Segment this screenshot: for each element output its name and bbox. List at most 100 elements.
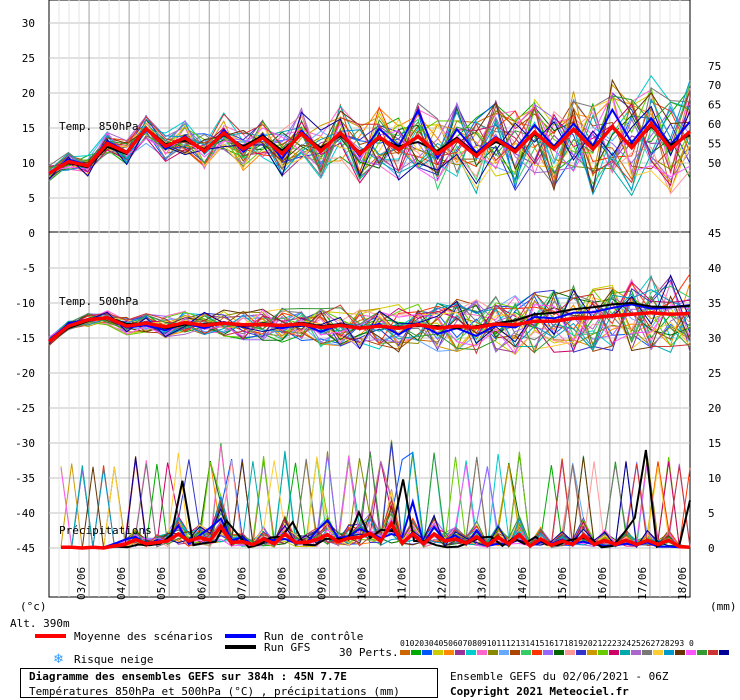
pert-swatch <box>697 650 707 655</box>
pert-swatch <box>686 650 696 655</box>
date-tick-label: 13/06 <box>476 567 489 600</box>
left-tick-label: 0 <box>28 227 35 240</box>
axis-labels: 302520151050-5-10-15-20-25-30-35-40-4575… <box>15 17 721 600</box>
left-tick-label: -20 <box>15 367 35 380</box>
precip-member-line <box>61 456 691 549</box>
chart-subtitle: Températures 850hPa et 500hPa (°C) , pré… <box>29 685 400 698</box>
date-tick-label: 15/06 <box>556 567 569 600</box>
right-tick-label: 55 <box>708 138 721 151</box>
t850-member-line <box>48 106 691 187</box>
pert-swatch <box>543 650 553 655</box>
t500-member-line <box>48 275 691 346</box>
pert-swatch <box>664 650 674 655</box>
date-tick-label: 04/06 <box>115 567 128 600</box>
t500-member-line <box>48 290 691 348</box>
precip-mean-line <box>61 520 691 550</box>
left-unit-label: (°c) <box>20 600 47 613</box>
right-tick-label: 30 <box>708 332 721 345</box>
panel-label-t850: Temp. 850hPa <box>59 120 138 133</box>
right-tick-label: 70 <box>708 79 721 92</box>
grid-lines <box>48 0 691 598</box>
pert-swatch <box>609 650 619 655</box>
pert-swatch <box>554 650 564 655</box>
left-tick-label: -40 <box>15 507 35 520</box>
pert-swatch <box>565 650 575 655</box>
altitude-label: Alt. 390m <box>10 617 70 630</box>
date-tick-label: 11/06 <box>396 567 409 600</box>
left-tick-label: 5 <box>28 192 35 205</box>
pert-swatch <box>631 650 641 655</box>
right-tick-label: 15 <box>708 437 721 450</box>
chart-title: Diagramme des ensembles GEFS sur 384h : … <box>29 670 347 683</box>
date-tick-label: 06/06 <box>195 567 208 600</box>
date-tick-label: 17/06 <box>636 567 649 600</box>
t500-member-line <box>48 284 691 353</box>
t500-member-line <box>48 292 691 355</box>
precip-member-line <box>60 451 691 549</box>
right-tick-label: 25 <box>708 367 721 380</box>
right-tick-label: 35 <box>708 297 721 310</box>
main-series <box>47 107 692 550</box>
left-tick-label: 10 <box>22 157 35 170</box>
pert-swatch <box>455 650 465 655</box>
pert-swatch <box>587 650 597 655</box>
right-tick-label: 45 <box>708 227 721 240</box>
precip-member-line <box>60 452 691 549</box>
date-tick-label: 16/06 <box>596 567 609 600</box>
pert-swatch <box>642 650 652 655</box>
panel-label-t500: Temp. 500hPa <box>59 295 138 308</box>
legend-label-perts: 30 Perts. <box>339 646 399 659</box>
date-tick-label: 10/06 <box>356 567 369 600</box>
right-tick-label: 5 <box>708 507 715 520</box>
legend-label-mean: Moyenne des scénarios <box>74 630 213 643</box>
date-tick-label: 07/06 <box>235 567 248 600</box>
date-tick-label: 14/06 <box>516 567 529 600</box>
left-tick-label: 15 <box>22 122 35 135</box>
pert-swatch <box>675 650 685 655</box>
pert-swatch <box>422 650 432 655</box>
left-tick-label: 30 <box>22 17 35 30</box>
right-tick-label: 60 <box>708 118 721 131</box>
date-tick-label: 18/06 <box>676 567 689 600</box>
left-tick-label: -15 <box>15 332 35 345</box>
copyright: Copyright 2021 Meteociel.fr <box>450 685 629 698</box>
date-tick-label: 08/06 <box>275 567 288 600</box>
left-tick-label: -30 <box>15 437 35 450</box>
pert-swatch <box>499 650 509 655</box>
pert-swatch <box>411 650 421 655</box>
pert-swatch <box>719 650 729 655</box>
pert-swatch <box>708 650 718 655</box>
panel-label-precip: Précipitations <box>59 524 152 537</box>
perts-numbers: 0102030405060708091011121314151617181920… <box>400 639 694 648</box>
pert-swatch <box>653 650 663 655</box>
date-tick-label: 05/06 <box>155 567 168 600</box>
left-tick-label: -10 <box>15 297 35 310</box>
precip-member-line <box>60 458 691 549</box>
pert-swatch <box>488 650 498 655</box>
left-tick-label: -45 <box>15 542 35 555</box>
left-tick-label: 20 <box>22 87 35 100</box>
t850-member-line <box>48 87 691 187</box>
right-tick-label: 0 <box>708 542 715 555</box>
t850-mean-line <box>48 120 692 175</box>
pert-swatch <box>433 650 443 655</box>
pert-swatch <box>400 650 410 655</box>
legend-label-gfs: Run GFS <box>264 641 310 654</box>
date-tick-label: 03/06 <box>75 567 88 600</box>
pert-swatch <box>466 650 476 655</box>
pert-swatch <box>576 650 586 655</box>
run-info: Ensemble GEFS du 02/06/2021 - 06Z <box>450 670 669 683</box>
left-tick-label: 25 <box>22 52 35 65</box>
right-tick-label: 20 <box>708 402 721 415</box>
left-tick-label: -35 <box>15 472 35 485</box>
pert-swatch <box>532 650 542 655</box>
pert-swatch <box>477 650 487 655</box>
date-tick-label: 12/06 <box>436 567 449 600</box>
pert-swatch <box>510 650 520 655</box>
legend-label-snow: Risque neige <box>74 653 153 666</box>
t500-member-line <box>48 278 691 350</box>
info-box: Diagramme des ensembles GEFS sur 384h : … <box>20 668 438 698</box>
snowflake-icon: ❄ <box>53 652 64 667</box>
pert-swatch <box>620 650 630 655</box>
